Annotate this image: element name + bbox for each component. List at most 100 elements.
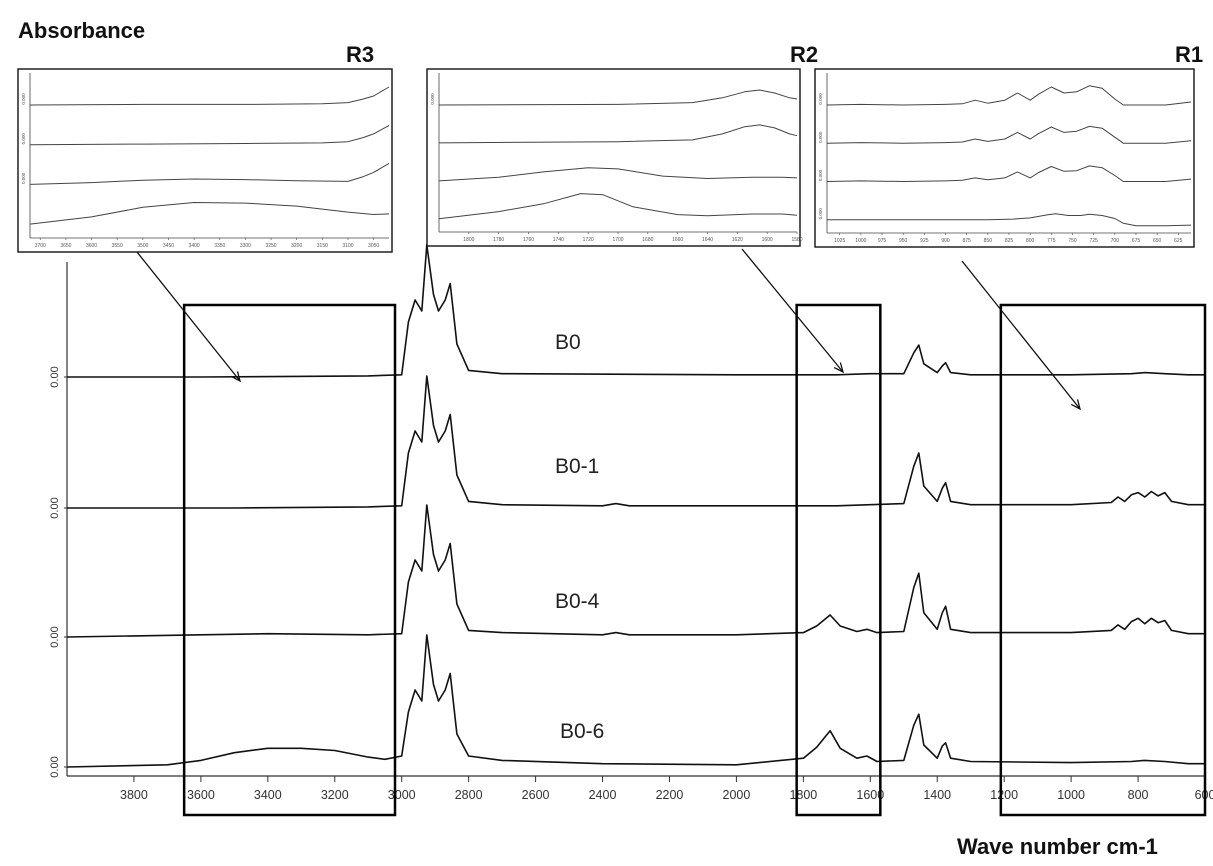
inset-x-tick-label: 1620 bbox=[732, 237, 743, 243]
inset-x-tick-label: 3450 bbox=[163, 243, 174, 249]
inset-series-line-b0-4 bbox=[438, 167, 798, 182]
x-tick-label: 800 bbox=[1128, 788, 1149, 802]
inset-x-tick-label: 3050 bbox=[368, 243, 379, 249]
callout-arrow-line bbox=[741, 248, 844, 373]
inset-frame-r1 bbox=[814, 68, 1195, 248]
series-line-b0-1 bbox=[67, 375, 1205, 509]
inset-x-tick-label: 725 bbox=[1089, 238, 1098, 244]
inset-x-tick-label: 3550 bbox=[112, 243, 123, 249]
y-tick-label: 0.00 bbox=[49, 756, 61, 777]
inset-x-tick-label: 1740 bbox=[553, 237, 564, 243]
x-tick-label: 1000 bbox=[1057, 788, 1085, 802]
inset-r1: 1025 1000 975 950 925 900 875 850 825 800 775 750 72… bbox=[814, 68, 1195, 248]
inset-series-line-b0 bbox=[29, 86, 390, 106]
y-tick-label: 0.00 bbox=[49, 366, 61, 387]
y-tick-label: 0.00 bbox=[49, 626, 61, 647]
callout-arrows bbox=[136, 248, 1081, 411]
inset-y-tick-label: 0.000 bbox=[430, 93, 435, 105]
x-tick-label: 2600 bbox=[522, 788, 550, 802]
inset-x-tick-label: 975 bbox=[878, 238, 887, 244]
inset-x-tick-label: 950 bbox=[899, 238, 908, 244]
inset-series-line-b0 bbox=[438, 89, 798, 106]
x-tick-label: 2800 bbox=[455, 788, 483, 802]
inset-y-tick-label: 0.000 bbox=[818, 93, 823, 105]
inset-x-tick-label: 1000 bbox=[855, 238, 866, 244]
inset-x-tick-label: 1025 bbox=[834, 238, 845, 244]
inset-x-tick-label: 800 bbox=[1026, 238, 1035, 244]
inset-y-tick-label: 0.000 bbox=[818, 208, 823, 220]
x-tick-label: 3600 bbox=[187, 788, 215, 802]
x-tick-label: 2000 bbox=[723, 788, 751, 802]
x-tick-label: 2400 bbox=[589, 788, 617, 802]
series-line-b0 bbox=[67, 244, 1205, 378]
inset-x-tick-label: 1720 bbox=[583, 237, 594, 243]
sample-labels: B0 B0-1 B0-4 B0-6 bbox=[555, 331, 604, 743]
x-tick-label: 3000 bbox=[388, 788, 416, 802]
sample-label-b0-4: B0-4 bbox=[555, 590, 600, 613]
sample-label-b0: B0 bbox=[555, 331, 581, 354]
inset-x-tick-label: 3250 bbox=[265, 243, 276, 249]
inset-x-tick-label: 1640 bbox=[702, 237, 713, 243]
x-axis-label: Wave number cm-1 bbox=[957, 834, 1158, 859]
inset-x-tick-label: 3650 bbox=[60, 243, 71, 249]
inset-title-r1: R1 bbox=[1175, 42, 1203, 67]
inset-x-tick-label: 825 bbox=[1005, 238, 1014, 244]
inset-x-tick-label: 3350 bbox=[214, 243, 225, 249]
callout-arrow-head bbox=[833, 362, 845, 374]
inset-y-tick-label: 0.000 bbox=[21, 133, 26, 145]
inset-frame-r2 bbox=[426, 68, 801, 247]
inset-x-tick-label: 900 bbox=[941, 238, 950, 244]
inset-x-tick-label: 3100 bbox=[342, 243, 353, 249]
inset-x-tick-label: 1660 bbox=[672, 237, 683, 243]
inset-title-r2: R2 bbox=[790, 42, 818, 67]
series-line-b0-6 bbox=[66, 634, 1205, 768]
y-axis-label: Absorbance bbox=[18, 18, 145, 43]
inset-series-line-b0-4 bbox=[29, 162, 390, 185]
x-tick-label: 3200 bbox=[321, 788, 349, 802]
inset-series-line-b0-4 bbox=[826, 165, 1192, 182]
x-tick-label: 1400 bbox=[923, 788, 951, 802]
inset-x-tick-label: 1680 bbox=[642, 237, 653, 243]
inset-series-line-b0-1 bbox=[826, 125, 1192, 144]
x-tick-label: 1600 bbox=[856, 788, 884, 802]
inset-series-line-b0-1 bbox=[438, 124, 798, 144]
inset-series-line-b0-6 bbox=[29, 202, 390, 225]
inset-x-tick-label: 3300 bbox=[240, 243, 251, 249]
inset-title-r3: R3 bbox=[346, 42, 374, 67]
sample-label-b0-6: B0-6 bbox=[560, 720, 604, 743]
inset-x-tick-label: 3600 bbox=[86, 243, 97, 249]
inset-x-tick-label: 3200 bbox=[291, 243, 302, 249]
y-tick-label: 0.00 bbox=[49, 497, 61, 518]
inset-x-tick-label: 3400 bbox=[189, 243, 200, 249]
callout-arrow-head bbox=[1070, 399, 1081, 411]
inset-x-tick-label: 1600 bbox=[762, 237, 773, 243]
inset-x-tick-label: 1700 bbox=[612, 237, 623, 243]
x-tick-label: 1200 bbox=[990, 788, 1018, 802]
highlight-regions bbox=[182, 303, 1207, 817]
inset-frame-r3 bbox=[17, 68, 393, 253]
inset-y-tick-label: 0.000 bbox=[818, 131, 823, 143]
callout-arrow-line bbox=[136, 251, 241, 382]
x-tick-label: 3400 bbox=[254, 788, 282, 802]
inset-x-tick-label: 3500 bbox=[137, 243, 148, 249]
inset-r3: 3700 3650 3600 3550 3500 3450 3400 3350 3300 3250… bbox=[17, 68, 393, 253]
inset-x-tick-label: 775 bbox=[1047, 238, 1056, 244]
inset-series-line-b0 bbox=[826, 85, 1192, 106]
inset-y-tick-label: 0.000 bbox=[21, 93, 26, 105]
inset-x-tick-label: 850 bbox=[984, 238, 993, 244]
inset-x-tick-label: 1580 bbox=[791, 237, 802, 243]
inset-x-tick-label: 3700 bbox=[35, 243, 46, 249]
inset-x-tick-label: 925 bbox=[920, 238, 929, 244]
sample-label-b0-1: B0-1 bbox=[555, 455, 599, 478]
x-tick-label: 1800 bbox=[789, 788, 817, 802]
inset-series-line-b0-6 bbox=[438, 193, 798, 220]
inset-series-line-b0-1 bbox=[29, 125, 390, 146]
inset-r2: 1800 1780 1760 1740 1720 1700 1680 1660 1640 1620… bbox=[426, 68, 803, 247]
x-tick-label: 3800 bbox=[120, 788, 148, 802]
inset-y-tick-label: 0.000 bbox=[818, 169, 823, 181]
inset-series-line-b0-6 bbox=[827, 213, 1192, 227]
main-series-group bbox=[66, 244, 1205, 768]
region-box-r1 bbox=[999, 303, 1207, 817]
inset-y-tick-label: 0.000 bbox=[21, 172, 26, 184]
